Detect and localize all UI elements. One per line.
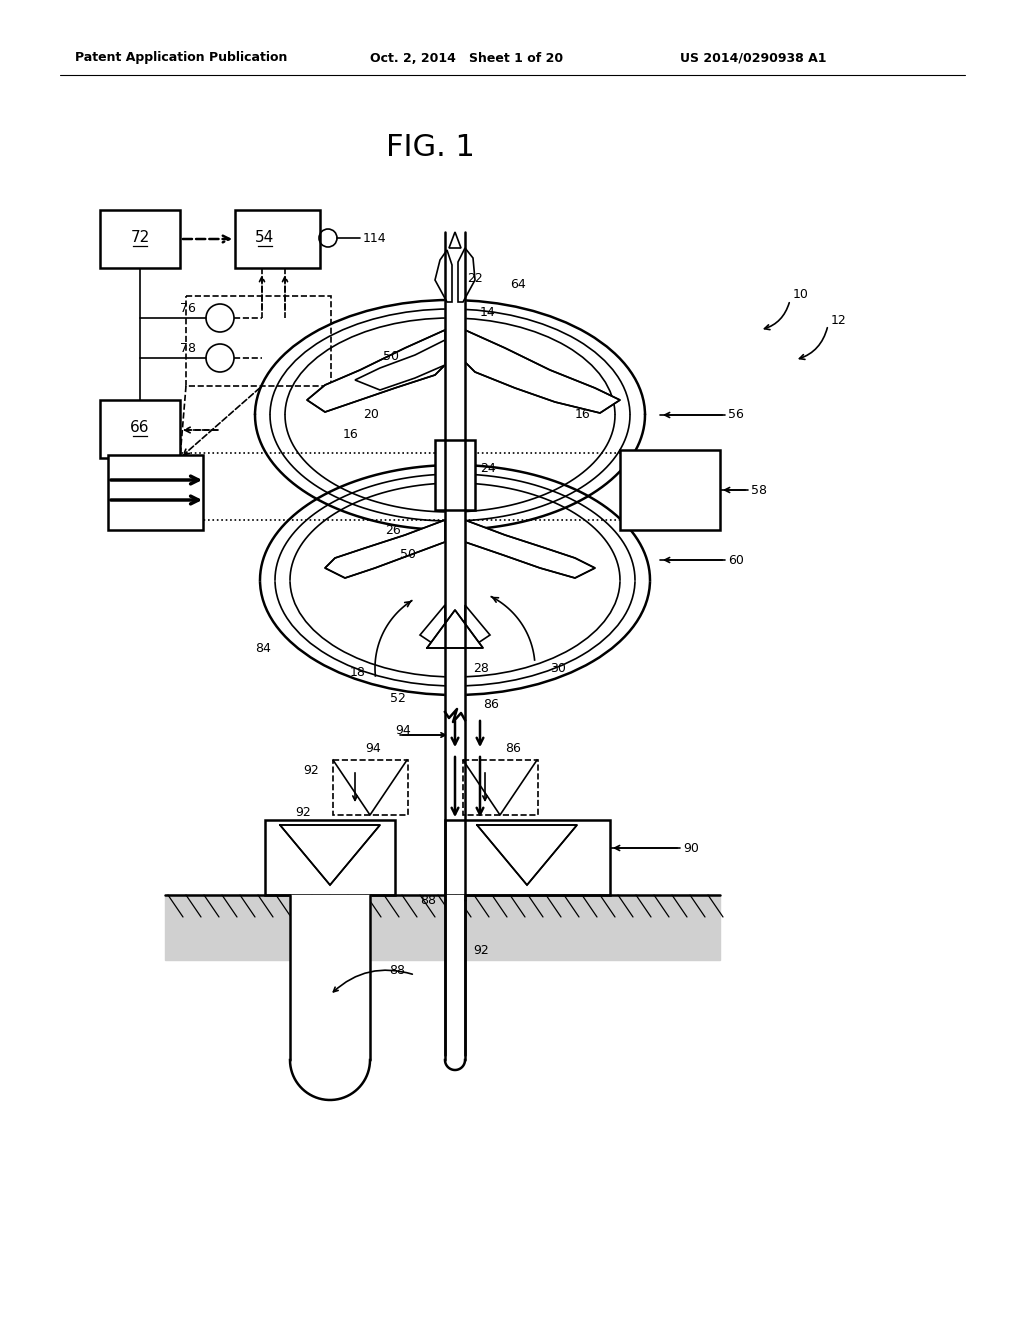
Polygon shape: [465, 520, 595, 578]
Polygon shape: [427, 610, 483, 648]
Bar: [234, 210, 319, 268]
Text: 28: 28: [473, 661, 488, 675]
Text: 92: 92: [295, 805, 310, 818]
Text: 52: 52: [390, 692, 406, 705]
Text: 16: 16: [343, 429, 358, 441]
Polygon shape: [290, 895, 370, 1060]
Text: 64: 64: [510, 279, 525, 292]
Polygon shape: [449, 232, 461, 248]
Bar: [333, 760, 408, 814]
Polygon shape: [307, 330, 445, 412]
Text: 76: 76: [180, 301, 196, 314]
Bar: [265, 820, 395, 895]
Polygon shape: [477, 825, 577, 884]
Bar: [100, 400, 180, 458]
Text: 86: 86: [505, 742, 521, 755]
Text: 56: 56: [728, 408, 743, 421]
Text: 10: 10: [793, 289, 809, 301]
Polygon shape: [325, 520, 445, 578]
Text: 18: 18: [350, 665, 366, 678]
Text: 88: 88: [389, 964, 406, 977]
Polygon shape: [445, 232, 465, 900]
Text: Patent Application Publication: Patent Application Publication: [75, 51, 288, 65]
Polygon shape: [435, 249, 452, 302]
Text: Oct. 2, 2014   Sheet 1 of 20: Oct. 2, 2014 Sheet 1 of 20: [370, 51, 563, 65]
Polygon shape: [165, 895, 720, 960]
Text: 26: 26: [385, 524, 400, 536]
Text: 86: 86: [483, 698, 499, 711]
Text: 16: 16: [575, 408, 591, 421]
Text: 58: 58: [751, 483, 767, 496]
Bar: [186, 296, 331, 385]
Text: 92: 92: [473, 944, 488, 957]
Text: 54: 54: [255, 231, 274, 246]
Text: 72: 72: [130, 231, 150, 246]
Polygon shape: [465, 330, 620, 413]
Polygon shape: [458, 248, 475, 302]
Text: 50: 50: [400, 549, 416, 561]
Bar: [100, 210, 180, 268]
Bar: [108, 455, 203, 531]
Text: 114: 114: [362, 231, 387, 244]
Text: 94: 94: [365, 742, 381, 755]
Polygon shape: [465, 605, 490, 645]
Text: 30: 30: [550, 661, 566, 675]
Text: 78: 78: [180, 342, 196, 355]
Text: 94: 94: [395, 723, 411, 737]
Bar: [620, 450, 720, 531]
Text: 90: 90: [683, 842, 698, 854]
Text: 92: 92: [303, 763, 318, 776]
Text: 12: 12: [831, 314, 847, 326]
Text: 84: 84: [255, 642, 271, 655]
Text: 88: 88: [420, 894, 436, 907]
Text: FIG. 1: FIG. 1: [386, 133, 474, 162]
Text: 24: 24: [480, 462, 496, 474]
Polygon shape: [445, 895, 465, 1063]
Bar: [445, 820, 610, 895]
Text: 60: 60: [728, 553, 743, 566]
Text: 14: 14: [480, 305, 496, 318]
Polygon shape: [355, 341, 445, 389]
Polygon shape: [420, 605, 445, 645]
Bar: [463, 760, 538, 814]
Polygon shape: [255, 445, 655, 579]
Text: 20: 20: [362, 408, 379, 421]
Bar: [435, 440, 475, 510]
Text: US 2014/0290938 A1: US 2014/0290938 A1: [680, 51, 826, 65]
Text: 22: 22: [467, 272, 482, 285]
Text: 50: 50: [383, 351, 399, 363]
Text: 66: 66: [130, 421, 150, 436]
Polygon shape: [250, 414, 650, 550]
Polygon shape: [280, 825, 380, 884]
